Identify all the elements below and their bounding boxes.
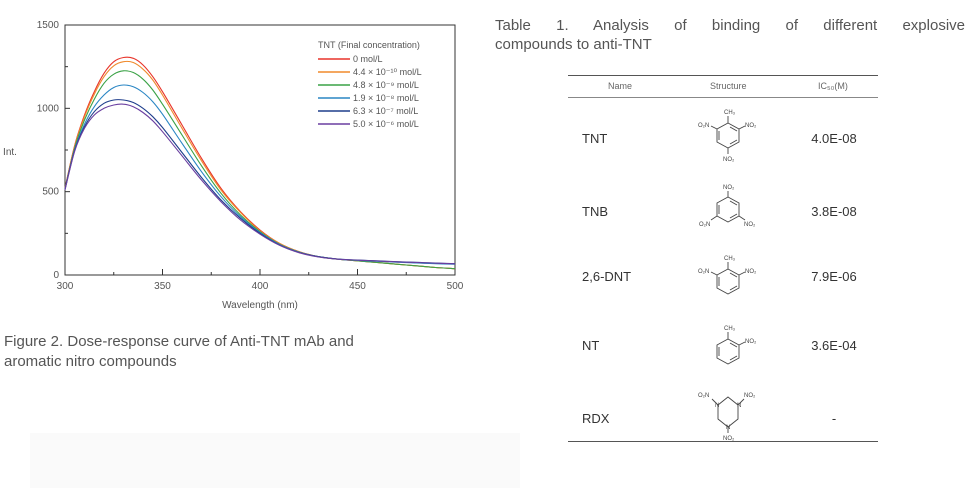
plot-frame	[64, 24, 456, 276]
chem-no2: NO₂	[723, 436, 735, 442]
y-tick-label: 500	[42, 187, 59, 198]
table-caption-line1: Table 1. Analysis of binding of differen…	[495, 17, 965, 34]
chem-no2: NO₂	[745, 269, 757, 275]
nt-structure-icon: CH₃ NO₂	[716, 326, 757, 365]
x-tick-label: 500	[447, 281, 464, 292]
row-name-rdx: RDX	[582, 411, 610, 426]
chem-no2: NO₂	[744, 393, 756, 399]
chem-o2n: O₂N	[698, 123, 709, 129]
x-tick-label: 300	[57, 281, 74, 292]
tnt-structure-icon: CH₃ NO₂ O₂N NO₂	[698, 110, 757, 163]
y-tick-label: 1500	[37, 20, 60, 31]
chem-no2: NO₂	[745, 123, 757, 129]
header-name: Name	[608, 81, 633, 91]
x-tick-label: 450	[349, 281, 366, 292]
series-line	[64, 103, 456, 265]
chem-n: N	[726, 425, 730, 431]
figure-caption: Figure 2. Dose-response curve of Anti-TN…	[4, 332, 484, 372]
row-ic50-tnt: 4.0E-08	[811, 131, 857, 146]
row-name-tnt: TNT	[582, 131, 608, 146]
legend: TNT (Final concentration) 0 mol/L 4.4 × 1…	[318, 40, 422, 129]
chem-o2n: O₂N	[698, 269, 709, 275]
chem-n: N	[737, 403, 741, 409]
header-ic50: IC₅₀(M)	[818, 81, 848, 91]
chem-no2: NO₂	[723, 185, 735, 191]
row-ic50-tnb: 3.8E-08	[811, 204, 857, 219]
chem-ch3: CH₃	[724, 110, 736, 116]
series-line	[64, 70, 456, 270]
legend-entry: 5.0 × 10⁻⁶ mol/L	[353, 119, 419, 129]
blurred-strip	[30, 433, 520, 488]
y-tick-label: 1000	[37, 103, 60, 114]
table-top-rule	[568, 75, 878, 76]
dnt-structure-icon: CH₃ NO₂ O₂N	[698, 256, 757, 295]
chem-no2: NO₂	[723, 157, 735, 163]
table-caption-line2: compounds to anti-TNT	[495, 36, 652, 53]
x-axis-label: Wavelength (nm)	[222, 300, 298, 311]
y-axis-label: Int.	[3, 147, 17, 158]
legend-entry: 0 mol/L	[353, 54, 383, 64]
chem-no2: NO₂	[745, 339, 757, 345]
chem-ch3: CH₃	[724, 256, 736, 262]
table-header-rule	[568, 97, 878, 98]
header-structure: Structure	[710, 81, 747, 91]
row-ic50-dnt: 7.9E-06	[811, 269, 857, 284]
legend-entry: 4.4 × 10⁻¹⁰ mol/L	[353, 67, 422, 77]
legend-entry: 4.8 × 10⁻⁹ mol/L	[353, 80, 419, 90]
legend-entry: 6.3 × 10⁻⁷ mol/L	[353, 106, 418, 116]
compound-table: Name Structure IC₅₀(M) TNT 4.0E-08 CH₃ N…	[568, 75, 878, 445]
chem-o2n: O₂N	[698, 393, 709, 399]
chem-no2: NO₂	[744, 222, 756, 228]
row-name-dnt: 2,6-DNT	[582, 269, 632, 284]
row-name-nt: NT	[582, 338, 600, 353]
chem-ch3: CH₃	[724, 326, 736, 332]
figure-caption-line1: Figure 2. Dose-response curve of Anti-TN…	[4, 333, 354, 350]
row-ic50-nt: 3.6E-04	[811, 338, 857, 353]
x-tick-label: 400	[252, 281, 269, 292]
x-axis-ticks: 300 350 400 450 500	[57, 269, 464, 292]
x-tick-label: 350	[154, 281, 171, 292]
plot-border	[64, 24, 456, 276]
rdx-structure-icon: N N N O₂N NO₂ NO₂	[698, 393, 756, 442]
chem-n: N	[715, 403, 719, 409]
chem-o2n: O₂N	[699, 222, 710, 228]
legend-title: TNT (Final concentration)	[318, 40, 420, 50]
y-tick-label: 0	[53, 270, 59, 281]
series-lines	[64, 56, 456, 270]
figure-caption-line2: aromatic nitro compounds	[4, 353, 177, 370]
legend-entry: 1.9 × 10⁻⁸ mol/L	[353, 93, 419, 103]
row-ic50-rdx: -	[831, 411, 837, 426]
table-bottom-rule	[568, 441, 878, 442]
tnb-structure-icon: NO₂ NO₂ O₂N	[699, 185, 756, 228]
table-caption: Table 1. Analysis of binding of differen…	[495, 16, 965, 54]
y-axis-ticks: 0 500 1000 1500	[37, 20, 70, 281]
row-name-tnb: TNB	[582, 204, 608, 219]
